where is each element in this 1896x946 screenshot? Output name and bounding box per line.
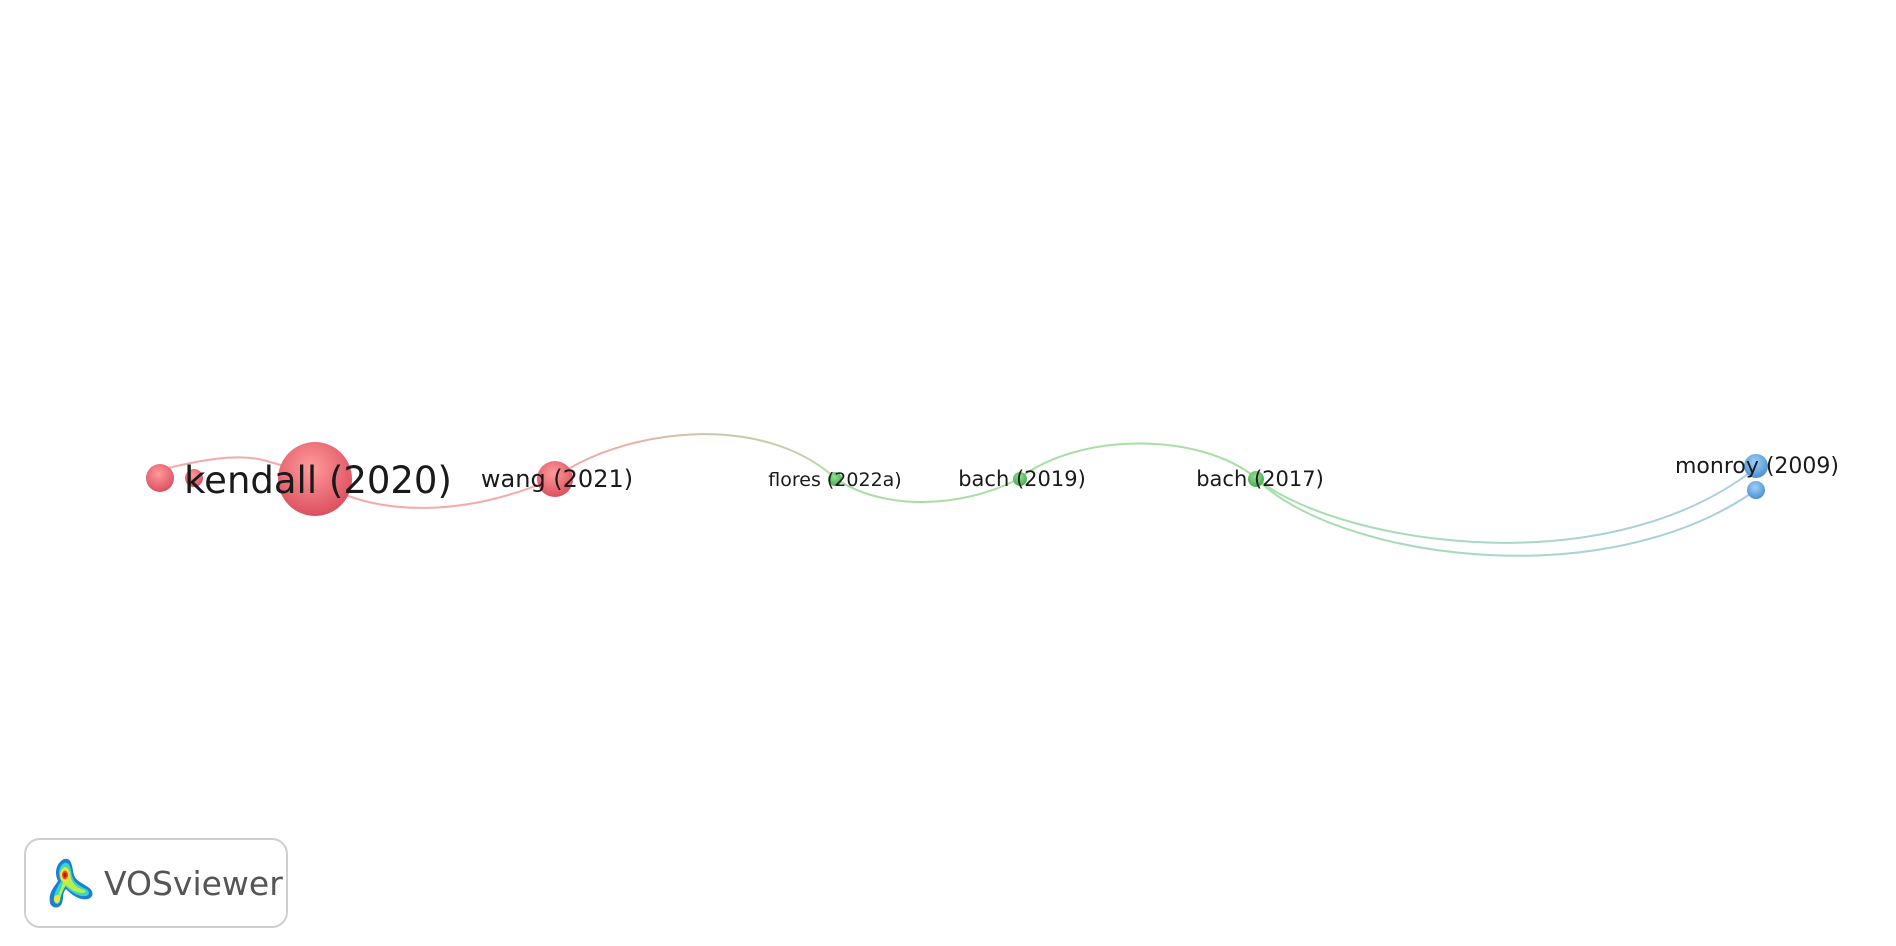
node-unlabeled-red-1[interactable] (146, 464, 174, 492)
label-kendall-2020[interactable]: kendall (2020) (184, 459, 452, 502)
vosviewer-logo-text: VOSviewer (104, 863, 283, 903)
node-monroy-2009[interactable] (1744, 454, 1768, 478)
node-unlabeled-red-2[interactable] (185, 469, 203, 487)
link-bach2019-bach2017 (1019, 442, 1257, 479)
label-bach-2017[interactable]: bach (2017) (1196, 467, 1324, 491)
node-bach-2017[interactable] (1248, 471, 1264, 487)
vosviewer-density-icon (49, 858, 93, 908)
label-monroy-2009[interactable]: monroy (2009) (1675, 454, 1839, 479)
link-wang-flores (554, 433, 836, 479)
labels-layer: kendall (2020) wang (2021) flores (2022a… (184, 454, 1839, 502)
nodes-layer (146, 442, 1768, 516)
node-kendall-2020[interactable] (278, 442, 352, 516)
link-bach2017-blue2 (1255, 477, 1757, 557)
node-bach-2019[interactable] (1013, 472, 1027, 486)
label-flores-2022a[interactable]: flores (2022a) (768, 469, 901, 491)
node-flores-2022a[interactable] (828, 472, 842, 486)
link-flores-bach2019 (834, 477, 1021, 503)
node-wang-2021[interactable] (537, 461, 573, 497)
label-bach-2019[interactable]: bach (2019) (958, 467, 1086, 491)
vosviewer-logo-badge: VOSviewer (24, 838, 288, 928)
node-unlabeled-blue-2[interactable] (1747, 481, 1765, 499)
label-wang-2021[interactable]: wang (2021) (481, 465, 633, 493)
link-bach2017-monroy (1255, 467, 1757, 544)
